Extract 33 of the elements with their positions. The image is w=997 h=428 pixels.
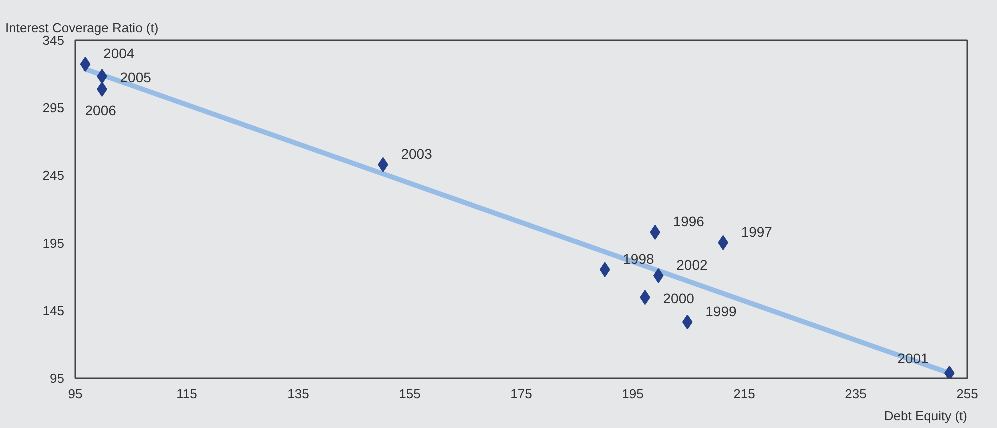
annotation: 2004 xyxy=(104,45,135,62)
y-tick-label: 345 xyxy=(42,33,65,48)
y-tick-label: 245 xyxy=(42,168,65,184)
x-tick-label: 215 xyxy=(734,386,756,402)
y-tick-label: 95 xyxy=(50,371,65,386)
point xyxy=(80,56,91,72)
annotation: 1999 xyxy=(706,303,737,320)
annotation: 2000 xyxy=(663,290,695,307)
x-tick-label: 195 xyxy=(622,386,644,402)
annotation: 2002 xyxy=(676,256,708,273)
x-axis-title: Debt Equity (t) xyxy=(884,408,968,424)
x-tick-label: 95 xyxy=(68,386,83,402)
y-axis-title: Interest Coverage Ratio (t) xyxy=(6,20,159,36)
x-tick-label: 255 xyxy=(956,386,978,402)
x-tick-label: 175 xyxy=(510,386,532,402)
point xyxy=(944,366,955,378)
annotation: 1997 xyxy=(741,224,773,240)
annotation: 2001 xyxy=(898,350,930,366)
y-tick-label: 195 xyxy=(42,236,65,251)
annotation: 1996 xyxy=(673,213,705,230)
annotation: 1998 xyxy=(623,250,654,267)
point xyxy=(682,314,693,330)
point xyxy=(653,268,664,284)
y-tick-label: 295 xyxy=(42,100,65,116)
annotation: 2005 xyxy=(120,70,152,86)
point xyxy=(600,262,610,278)
x-tick-label: 135 xyxy=(288,386,310,402)
y-tick-label: 145 xyxy=(42,303,65,318)
x-tick-label: 235 xyxy=(845,386,867,402)
x-tick-label: 115 xyxy=(176,386,198,402)
annotation: 2006 xyxy=(85,102,117,118)
annotation: 2003 xyxy=(401,146,433,162)
x-tick-label: 155 xyxy=(399,386,421,402)
